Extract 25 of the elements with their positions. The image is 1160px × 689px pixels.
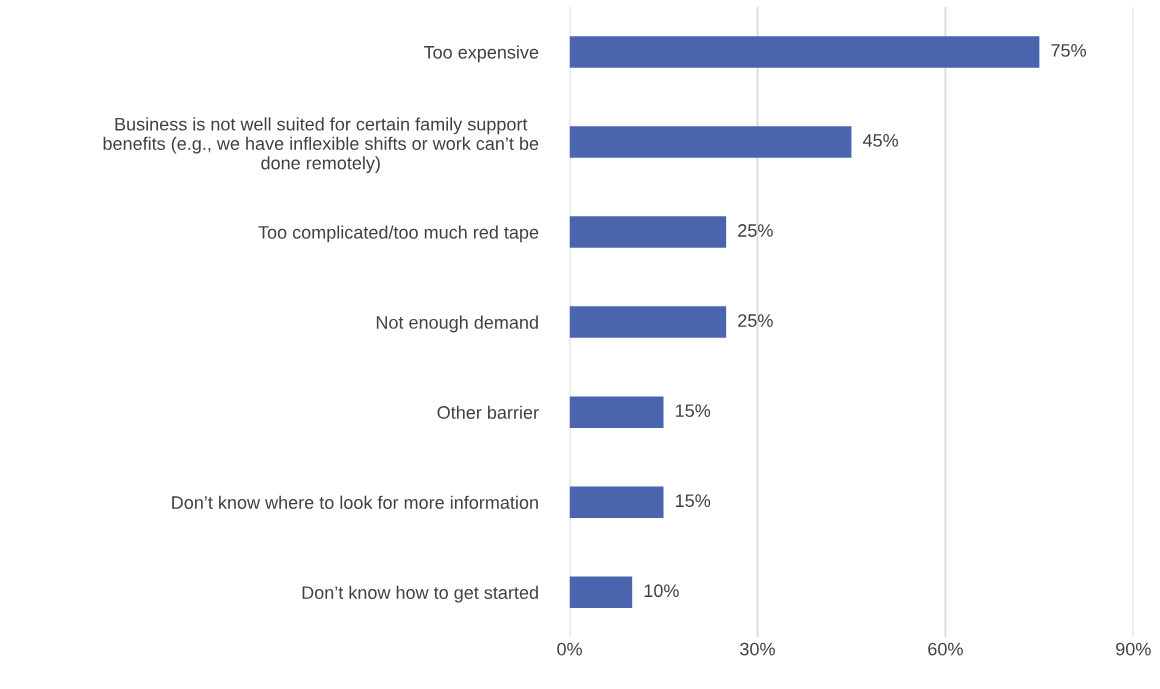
y-tick-label: Other barrier [437,405,539,419]
x-tick-label: 90% [1116,642,1151,656]
bar [569,36,1040,68]
data-label: 10% [644,584,679,598]
data-label: 75% [1051,44,1086,57]
bar [569,576,633,609]
bar [569,126,852,158]
bar [569,396,664,428]
data-label: 15% [676,404,711,418]
y-tick-label: Too complicated/too much red tape [258,225,539,243]
y-tick-label: Don’t know where to look for more information [172,495,538,509]
bar [569,216,727,248]
y-tick-label: Not enough demand [376,315,538,333]
bar [569,486,664,518]
bar [569,306,727,338]
x-tick-label: 60% [928,642,963,656]
data-label: 25% [738,224,773,237]
data-label: 15% [676,494,711,508]
y-tick-label: Don’t know how to get started [302,585,538,603]
data-label: 25% [738,314,773,327]
x-tick-label: 0% [557,642,582,656]
y-tick-label: Business is not well suited for certain family support benefits (e.g., we have inflexible shifts or work can’t be done remotely) [103,117,539,174]
data-label: 45% [862,134,899,147]
x-tick-label: 30% [740,642,775,656]
y-tick-label: Too expensive [424,45,539,63]
